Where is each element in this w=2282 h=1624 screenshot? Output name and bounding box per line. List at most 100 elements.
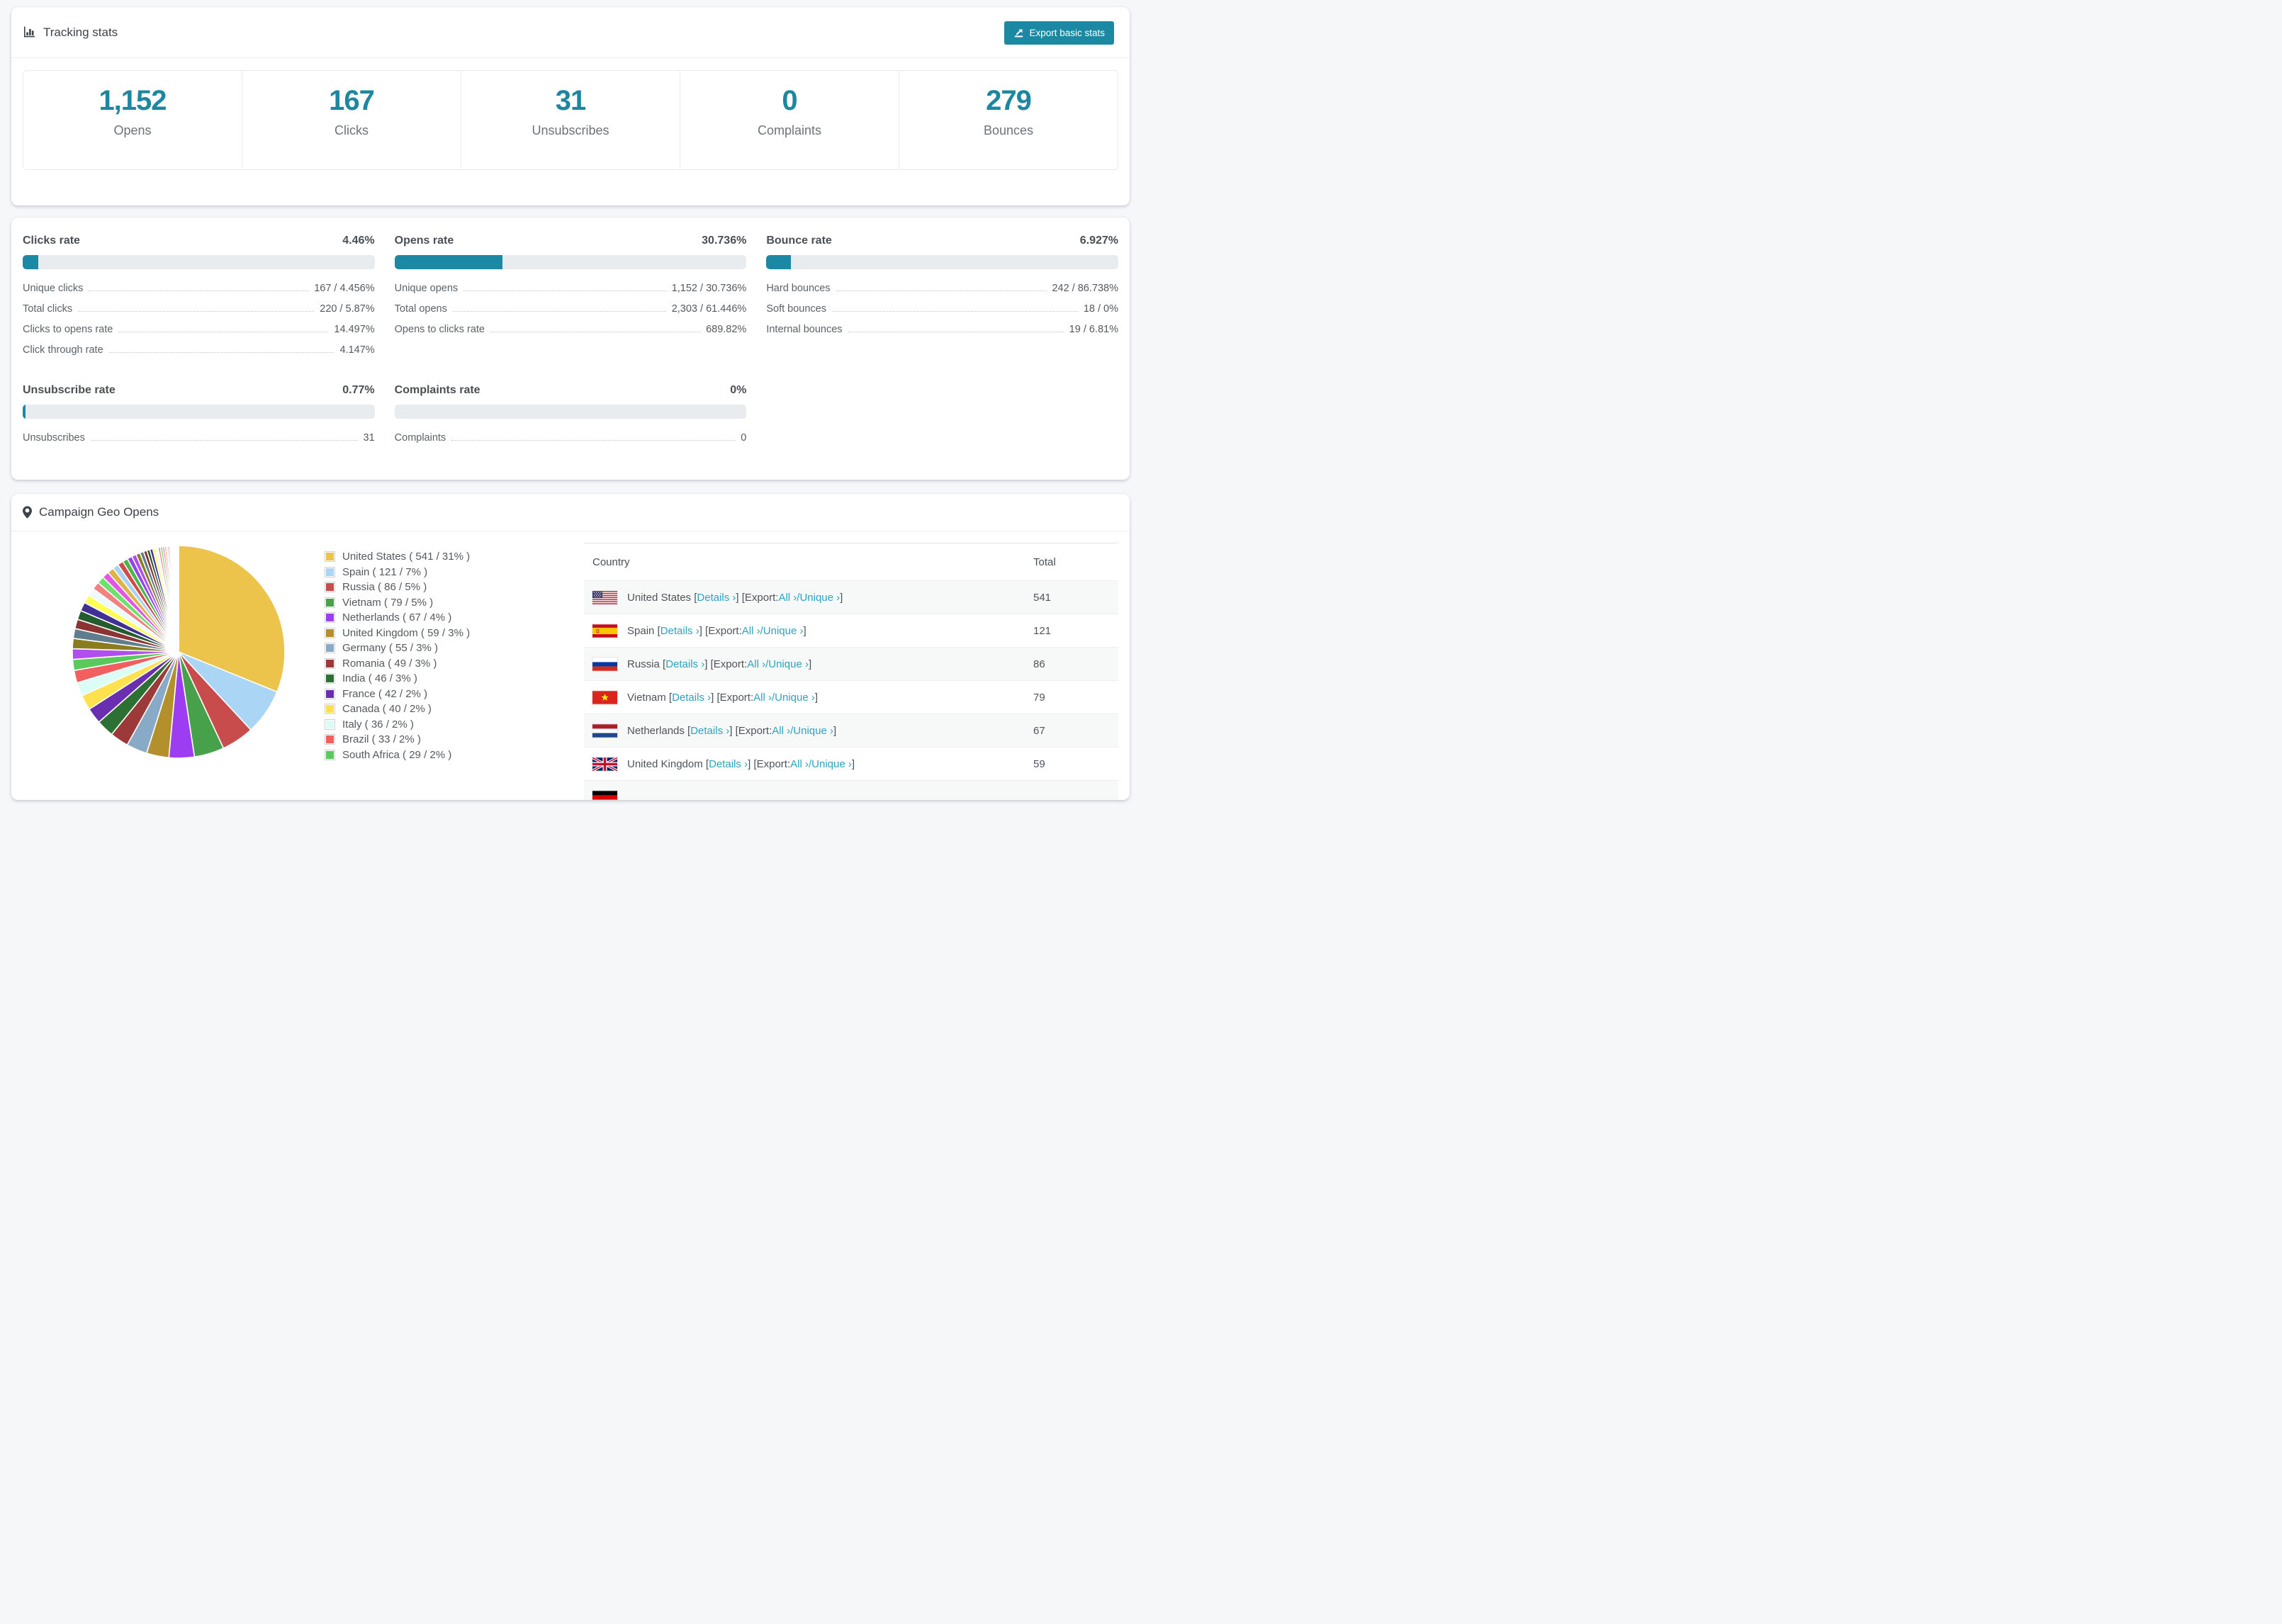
details-link[interactable]: Details › <box>709 757 748 770</box>
geo-pie-chart <box>72 545 286 759</box>
details-link[interactable]: Details › <box>660 624 699 637</box>
stat-label: Clicks <box>335 123 369 137</box>
legend-swatch <box>325 627 335 638</box>
rate-detail-row: Total opens 2,303 / 61.446% <box>394 303 747 315</box>
details-link[interactable]: Details › <box>665 658 705 670</box>
link-separator: / <box>760 624 763 637</box>
link-separator: / <box>765 658 769 670</box>
legend-swatch <box>325 749 335 760</box>
export-all-link[interactable]: All › <box>778 591 797 604</box>
geo-table-header: Country Total <box>584 543 1118 580</box>
country-name: Netherlands [ <box>627 724 691 737</box>
stat-card-clicks: 167 Clicks <box>242 71 461 169</box>
export-basic-stats-button[interactable]: Export basic stats <box>1004 21 1114 45</box>
stat-card-unsubscribes: 31 Unsubscribes <box>461 71 680 169</box>
table-row: United States [Details ›] [Export: All ›… <box>584 580 1118 614</box>
rate-progress-bar <box>766 255 1118 269</box>
details-link[interactable]: Details › <box>697 591 736 604</box>
link-separator: / <box>797 591 800 604</box>
legend-swatch <box>325 612 335 624</box>
rate-detail-row: Total clicks 220 / 5.87% <box>23 303 375 315</box>
rate-title: Bounce rate <box>766 235 832 247</box>
table-row: Netherlands [Details ›] [Export: All › /… <box>584 714 1118 747</box>
export-all-link[interactable]: All › <box>790 757 809 770</box>
export-unique-link[interactable]: Unique › <box>775 691 815 704</box>
export-unique-link[interactable]: Unique › <box>763 624 804 637</box>
dotted-leader <box>831 311 1078 312</box>
legend-label: Spain ( 121 / 7% ) <box>342 565 428 578</box>
bracket-close: ] <box>803 624 806 637</box>
export-label: ] [Export: <box>748 757 791 770</box>
rate-progress-fill <box>766 255 791 269</box>
rate-value: 0.77% <box>342 384 375 396</box>
pie-slice <box>178 545 286 693</box>
export-unique-link[interactable]: Unique › <box>768 658 809 670</box>
rate-panel: Complaints rate 0% Complaints 0 <box>394 384 747 453</box>
legend-label: United States ( 541 / 31% ) <box>342 551 471 563</box>
details-link[interactable]: Details › <box>672 691 712 704</box>
rates-card: Clicks rate 4.46% Unique clicks 167 / 4.456… <box>11 218 1130 480</box>
legend-label: Romania ( 49 / 3% ) <box>342 657 437 670</box>
legend-item: Brazil ( 33 / 2% ) <box>325 732 470 748</box>
table-row: Spain [Details ›] [Export: All › / Uniqu… <box>584 614 1118 647</box>
geo-title-text: Campaign Geo Opens <box>39 505 159 519</box>
us-flag-icon <box>592 590 618 605</box>
rate-panel: Opens rate 30.736% Unique opens 1,152 / 30.… <box>394 235 747 365</box>
geo-table-header-country: Country <box>592 556 630 568</box>
legend-swatch <box>325 658 335 669</box>
details-link[interactable]: Details › <box>690 724 730 737</box>
rate-value: 4.46% <box>342 235 375 247</box>
export-all-link[interactable]: All › <box>772 724 791 737</box>
legend-label: South Africa ( 29 / 2% ) <box>342 748 452 761</box>
rate-detail-row: Unsubscribes 31 <box>23 432 375 444</box>
rates-grid: Clicks rate 4.46% Unique clicks 167 / 4.456… <box>23 235 1118 453</box>
es-flag-icon <box>592 623 618 638</box>
export-all-link[interactable]: All › <box>753 691 772 704</box>
legend-label: Russia ( 86 / 5% ) <box>342 581 427 594</box>
export-label: ] [Export: <box>729 724 772 737</box>
geo-table-rows: United States [Details ›] [Export: All ›… <box>584 580 1118 800</box>
rate-value: 0% <box>730 384 747 396</box>
export-all-link[interactable]: All › <box>747 658 766 670</box>
legend-label: Brazil ( 33 / 2% ) <box>342 733 421 746</box>
export-unique-link[interactable]: Unique › <box>811 757 852 770</box>
table-row-partial <box>584 780 1118 800</box>
export-label: ] [Export: <box>704 658 748 670</box>
rate-panel: Clicks rate 4.46% Unique clicks 167 / 4.456… <box>23 235 375 365</box>
bracket-close: ] <box>840 591 843 604</box>
legend-swatch <box>325 718 335 730</box>
rate-detail-row: Internal bounces 19 / 6.81% <box>766 324 1118 335</box>
export-unique-link[interactable]: Unique › <box>793 724 833 737</box>
export-label: ] [Export: <box>736 591 779 604</box>
legend-label: Canada ( 40 / 2% ) <box>342 703 432 716</box>
rate-detail-row: Hard bounces 242 / 86.738% <box>766 283 1118 294</box>
country-cell: Netherlands [Details ›] [Export: All › /… <box>584 723 836 738</box>
legend-swatch <box>325 597 335 608</box>
dotted-leader <box>78 311 315 312</box>
export-all-link[interactable]: All › <box>741 624 760 637</box>
dotted-leader <box>452 311 666 312</box>
geo-body: United States ( 541 / 31% ) Spain ( 121 /… <box>11 531 1130 800</box>
legend-swatch <box>325 551 335 563</box>
rate-progress-bar <box>23 405 375 419</box>
rate-detail-row: Unique opens 1,152 / 30.736% <box>394 283 747 294</box>
tracking-stats-title: Tracking stats <box>23 26 118 40</box>
table-row: Vietnam [Details ›] [Export: All › / Uni… <box>584 680 1118 714</box>
rate-title: Clicks rate <box>23 235 80 247</box>
rate-panel: Unsubscribe rate 0.77% Unsubscribes 31 <box>23 384 375 453</box>
rate-value: 30.736% <box>702 235 747 247</box>
rate-value: 6.927% <box>1079 235 1118 247</box>
stat-card-opens: 1,152 Opens <box>23 71 242 169</box>
table-row: Russia [Details ›] [Export: All › / Uniq… <box>584 647 1118 680</box>
rate-progress-fill <box>23 255 39 269</box>
total-cell: 541 <box>1033 591 1052 604</box>
stat-card-complaints: 0 Complaints <box>680 71 899 169</box>
rate-title: Unsubscribe rate <box>23 384 116 396</box>
total-cell: 86 <box>1033 658 1045 670</box>
stat-value: 1,152 <box>99 85 167 116</box>
legend-item: Canada ( 40 / 2% ) <box>325 701 470 717</box>
export-unique-link[interactable]: Unique › <box>799 591 841 604</box>
country-name: United Kingdom [ <box>627 757 709 770</box>
total-cell: 121 <box>1033 624 1052 637</box>
de-flag-icon <box>592 789 618 800</box>
